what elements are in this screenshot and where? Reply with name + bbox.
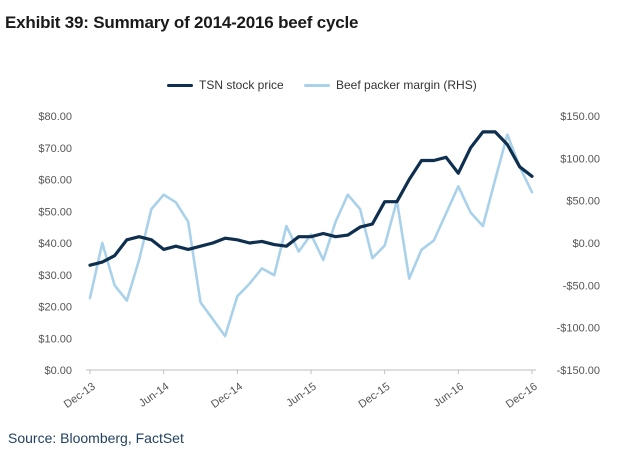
x-axis-tick-label: Jun-15: [284, 381, 318, 410]
legend-item-tsn: TSN stock price: [167, 78, 284, 92]
left-axis-tick-label: $0.00: [44, 365, 72, 377]
right-axis-tick-label: $0.00: [572, 238, 600, 250]
x-axis-tick-label: Dec-13: [62, 381, 98, 411]
x-axis-tick-label: Jun-14: [137, 381, 171, 410]
series-line-tsn-stock-price: [88, 130, 534, 267]
legend-label-margin: Beef packer margin (RHS): [336, 78, 477, 92]
left-axis-tick-label: $40.00: [38, 238, 72, 250]
left-axis-tick-label: $10.00: [38, 333, 72, 345]
left-axis-tick-label: $50.00: [38, 206, 72, 218]
left-axis-tick-label: $60.00: [38, 175, 72, 187]
right-axis-tick-label: -$150.00: [557, 365, 600, 377]
right-axis-tick-label: -$50.00: [563, 280, 600, 292]
source-note: Source: Bloomberg, FactSet: [8, 430, 184, 446]
left-axis-tick-label: $30.00: [38, 270, 72, 282]
right-axis-tick-label: -$100.00: [557, 323, 600, 335]
legend-item-margin: Beef packer margin (RHS): [304, 78, 477, 92]
right-axis-tick-label: $150.00: [560, 111, 600, 123]
left-axis-tick-label: $70.00: [38, 143, 72, 155]
right-axis-tick-label: $50.00: [566, 196, 600, 208]
legend-label-tsn: TSN stock price: [199, 78, 284, 92]
x-axis-tick-label: Jun-16: [432, 381, 466, 410]
legend-swatch-margin: [304, 83, 330, 87]
right-axis-tick-label: $100.00: [560, 153, 600, 165]
legend-swatch-tsn: [167, 83, 193, 87]
x-axis-tick-label: Dec-14: [209, 381, 245, 411]
series-line-beef-packer-margin: [88, 133, 534, 338]
chart-title: Exhibit 39: Summary of 2014-2016 beef cy…: [5, 13, 359, 32]
left-axis-tick-label: $20.00: [38, 302, 72, 314]
x-axis-tick-label: Dec-16: [504, 381, 540, 411]
left-axis-tick-label: $80.00: [38, 111, 72, 123]
x-axis-tick-label: Dec-15: [356, 381, 392, 411]
